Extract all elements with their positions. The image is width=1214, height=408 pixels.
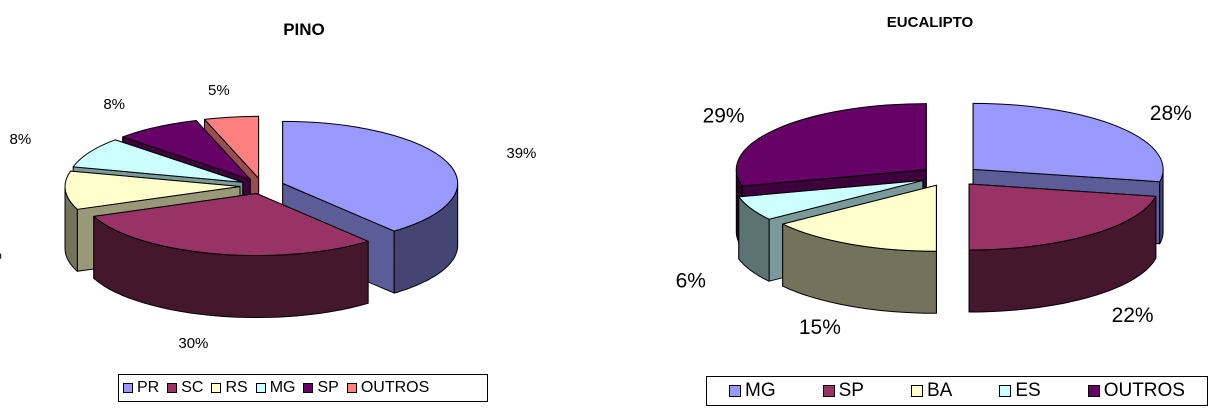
eucalipto-legend-swatch-mg <box>729 385 741 397</box>
eucalipto-pct-label-sp: 22% <box>1112 304 1154 327</box>
pino-legend-label-sp: SP <box>317 379 339 396</box>
eucalipto-slice-mg <box>972 102 1164 183</box>
eucalipto-pct-label-es: 6% <box>676 270 706 293</box>
pino-legend-item-sp: SP <box>303 379 339 397</box>
pino-slice-sp <box>122 119 251 180</box>
eucalipto-legend-label-mg: MG <box>745 380 776 401</box>
pino-pct-label-sp: 8% <box>103 96 125 113</box>
eucalipto-legend-label-sp: SP <box>838 380 864 401</box>
eucalipto-slice-ba <box>782 184 937 252</box>
eucalipto-pct-label-ba: 15% <box>799 316 841 339</box>
eucalipto-legend-item-sp: SP <box>822 380 864 402</box>
pino-slice-mg <box>72 139 244 183</box>
pino-legend-label-sc: SC <box>181 379 204 396</box>
pino-legend-swatch-pr <box>123 383 133 393</box>
pino-legend-item-sc: SC <box>167 379 203 397</box>
pino-legend-label-mg: MG <box>269 379 296 396</box>
pino-legend-swatch-mg <box>255 383 266 393</box>
eucalipto-legend-swatch-ba <box>910 385 923 397</box>
eucalipto-pie: 28% 22% 15% 6% 29% <box>676 102 1192 339</box>
eucalipto-legend-swatch-outros <box>1087 385 1100 397</box>
pino-legend-item-pr: PR <box>123 379 159 397</box>
pino-slice-sc <box>93 193 369 257</box>
eucalipto-pct-label-outros: 29% <box>703 104 745 127</box>
pino-legend-swatch-rs <box>211 383 222 393</box>
pino-chart-title: PINO <box>283 20 325 39</box>
pino-slice-rs <box>64 170 241 210</box>
eucalipto-legend-label-outros: OUTROS <box>1103 380 1185 401</box>
pino-legend-swatch-sc <box>167 383 178 393</box>
pino-legend-swatch-outros <box>346 383 357 393</box>
pino-legend-item-outros: OUTROS <box>346 379 430 397</box>
eucalipto-slice-es <box>738 179 924 220</box>
eucalipto-legend: MG SP BA ES OUTROS <box>706 376 1208 406</box>
eucalipto-legend-swatch-es <box>999 385 1012 397</box>
pino-pct-label-sc: 30% <box>178 335 208 352</box>
eucalipto-legend-item-mg: MG <box>729 380 776 402</box>
pino-pct-label-outros: 5% <box>208 82 230 99</box>
pino-pct-label-pr: 39% <box>506 145 536 162</box>
pino-slice-outros <box>203 115 260 179</box>
eucalipto-legend-item-ba: BA <box>910 380 953 402</box>
pino-legend-swatch-sp <box>303 383 314 393</box>
pino-legend-label-pr: PR <box>137 379 160 396</box>
eucalipto-legend-label-es: ES <box>1015 380 1041 401</box>
pino-pct-label-rs: 10% <box>0 246 2 263</box>
pino-pie: 39% 30% 10% 8% 8% 5% <box>0 82 536 352</box>
pino-legend-label-outros: OUTROS <box>360 379 430 396</box>
eucalipto-slice-outros <box>735 103 927 187</box>
eucalipto-slice-sp <box>968 183 1157 251</box>
eucalipto-legend-item-outros: OUTROS <box>1087 380 1185 402</box>
pino-legend-item-rs: RS <box>211 379 248 397</box>
pino-legend-item-mg: MG <box>255 379 296 397</box>
eucalipto-legend-swatch-sp <box>822 385 835 397</box>
pino-slice-pr <box>282 120 459 232</box>
eucalipto-chart-title: EUCALIPTO <box>886 14 974 31</box>
pino-legend-label-rs: RS <box>225 379 248 396</box>
pino-pct-label-mg: 8% <box>10 131 32 148</box>
pino-legend: PR SC RS MG SP OUTROS <box>118 374 488 402</box>
eucalipto-legend-label-ba: BA <box>926 380 953 401</box>
eucalipto-pct-label-mg: 28% <box>1150 102 1192 125</box>
eucalipto-legend-item-es: ES <box>999 380 1041 402</box>
